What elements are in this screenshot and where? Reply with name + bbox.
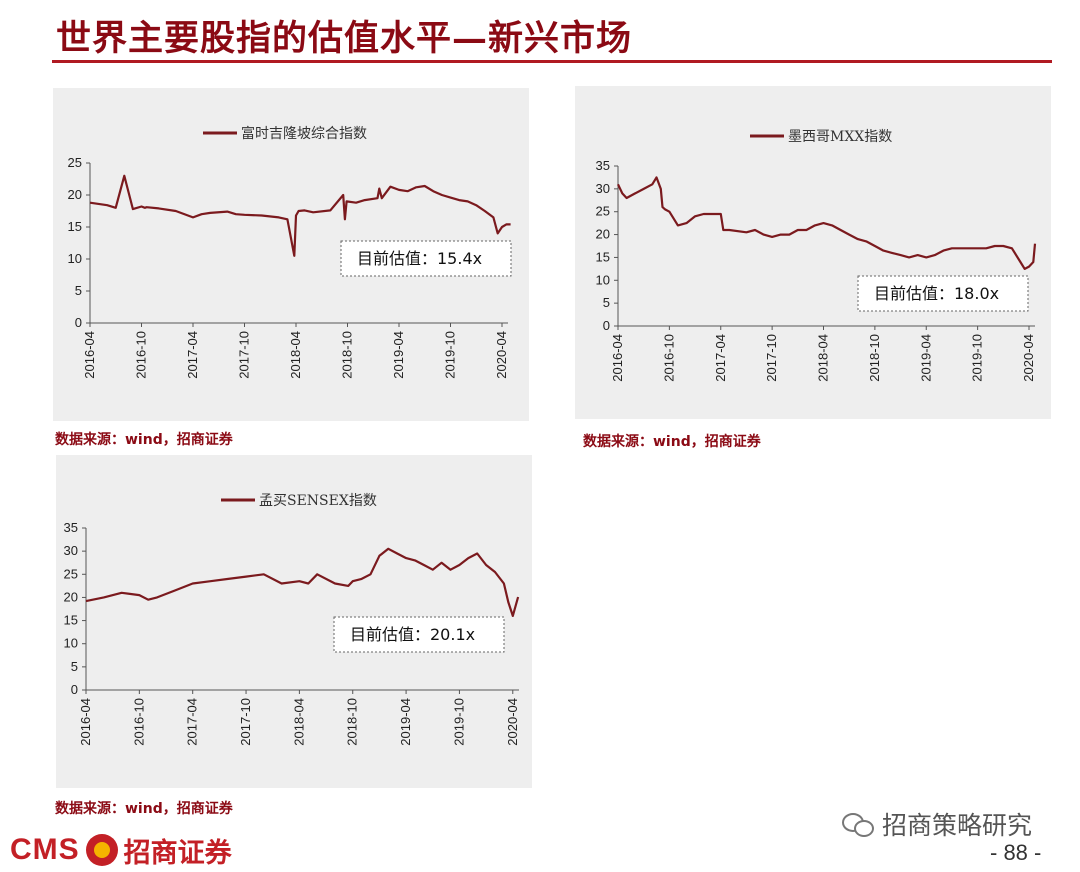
y-tick-label: 10 xyxy=(64,636,78,651)
y-tick-label: 0 xyxy=(75,315,82,330)
legend-label: 孟买SENSEX指数 xyxy=(259,493,377,509)
logo-text-cn: 招商证券 xyxy=(123,837,232,869)
chart-panel-klci: 富时吉隆坡综合指数 0 5 10 15 20 25 2016-04 2016-10 2017-04… xyxy=(53,88,529,421)
annotation-text: 目前估值：18.0x xyxy=(874,284,999,303)
series-line xyxy=(85,547,520,617)
chart-panel-mxx: 墨西哥MXX指数 0 5 10 15 20 25 30 35 2016-04 2016-10 2017… xyxy=(575,86,1051,419)
x-tick-label: 2016-04 xyxy=(78,698,93,746)
x-tick-label: 2017-10 xyxy=(238,698,253,746)
x-tick-label: 2020-04 xyxy=(494,331,509,379)
x-tick-label: 2018-04 xyxy=(288,331,303,379)
x-tick-label: 2018-04 xyxy=(816,334,831,382)
x-tick-label: 2019-04 xyxy=(398,698,413,746)
y-tick-label: 25 xyxy=(64,566,78,581)
y-tick-label: 20 xyxy=(68,187,82,202)
valuation-annotation: 目前估值：20.1x xyxy=(333,616,505,653)
y-tick-label: 0 xyxy=(71,682,78,697)
y-tick-label: 15 xyxy=(64,613,78,628)
source-note-mxx: 数据来源：wind，招商证券 xyxy=(583,434,761,450)
cms-logo: CMS 招商证券 xyxy=(10,832,232,869)
x-tick-label: 2018-04 xyxy=(291,698,306,746)
source-note-klci: 数据来源：wind，招商证券 xyxy=(55,432,233,448)
page-number: - 88 - xyxy=(990,840,1042,865)
x-tick-label: 2019-04 xyxy=(918,334,933,382)
y-tick-label: 15 xyxy=(68,219,82,234)
y-tick-label: 30 xyxy=(596,181,610,196)
y-tick-label: 10 xyxy=(68,251,82,266)
x-tick-label: 2016-10 xyxy=(661,334,676,382)
annotation-text: 目前估值：15.4x xyxy=(357,249,482,268)
x-tick-label: 2017-04 xyxy=(713,334,728,382)
x-tick-label: 2016-04 xyxy=(610,334,625,382)
valuation-annotation: 目前估值：15.4x xyxy=(340,240,512,277)
y-tick-label: 15 xyxy=(596,249,610,264)
wechat-watermark: 招商策略研究 xyxy=(842,806,1032,842)
x-tick-label: 2018-10 xyxy=(339,331,354,379)
x-tick-label: 2017-10 xyxy=(764,334,779,382)
page-title: 世界主要股指的估值水平—新兴市场 xyxy=(56,18,633,59)
wechat-icon xyxy=(842,811,876,837)
x-tick-label: 2017-04 xyxy=(185,698,200,746)
wechat-account-name: 招商策略研究 xyxy=(882,811,1033,840)
series-line xyxy=(89,174,511,257)
y-tick-label: 20 xyxy=(596,227,610,242)
logo-emblem-icon xyxy=(85,834,118,866)
y-tick-label: 5 xyxy=(71,659,78,674)
chart-mxx: 墨西哥MXX指数 0 5 10 15 20 25 30 35 2016-04 2016-10 2017… xyxy=(596,129,1037,382)
x-tick-label: 2018-10 xyxy=(345,698,360,746)
y-tick-label: 25 xyxy=(596,204,610,219)
y-tick-label: 5 xyxy=(603,295,610,310)
x-tick-label: 2017-10 xyxy=(236,331,251,379)
legend: 富时吉隆坡综合指数 xyxy=(203,125,367,142)
logo-text-latin: CMS xyxy=(10,833,80,866)
x-tick-label: 2019-10 xyxy=(442,331,457,379)
legend: 孟买SENSEX指数 xyxy=(221,493,377,509)
y-tick-label: 35 xyxy=(596,158,610,173)
legend-label: 墨西哥MXX指数 xyxy=(788,129,892,145)
x-tick-label: 2020-04 xyxy=(1021,334,1036,382)
chart-panel-sensex: 孟买SENSEX指数 0 5 10 15 20 25 30 35 2016-04 2016-10 20… xyxy=(56,455,532,788)
series-line xyxy=(617,176,1037,270)
x-tick-label: 2020-04 xyxy=(505,698,520,746)
y-tick-label: 10 xyxy=(596,272,610,287)
chart-klci: 富时吉隆坡综合指数 0 5 10 15 20 25 2016-04 2016-10 2017-04… xyxy=(68,125,512,379)
x-tick-label: 2016-04 xyxy=(82,331,97,379)
y-tick-label: 0 xyxy=(603,318,610,333)
x-tick-label: 2019-04 xyxy=(391,331,406,379)
source-note-sensex: 数据来源：wind，招商证券 xyxy=(55,801,233,817)
y-tick-label: 5 xyxy=(75,283,82,298)
x-tick-label: 2017-04 xyxy=(185,331,200,379)
title-divider xyxy=(52,60,1052,63)
x-tick-label: 2016-10 xyxy=(133,331,148,379)
x-tick-label: 2018-10 xyxy=(867,334,882,382)
x-tick-label: 2016-10 xyxy=(131,698,146,746)
y-tick-label: 30 xyxy=(64,543,78,558)
annotation-text: 目前估值：20.1x xyxy=(350,625,475,644)
legend: 墨西哥MXX指数 xyxy=(750,129,892,145)
x-tick-label: 2019-10 xyxy=(970,334,985,382)
annotation-box xyxy=(857,275,1029,312)
valuation-annotation: 目前估值：18.0x xyxy=(857,275,1029,312)
y-tick-label: 20 xyxy=(64,589,78,604)
x-tick-label: 2019-10 xyxy=(451,698,466,746)
chart-sensex: 孟买SENSEX指数 0 5 10 15 20 25 30 35 2016-04 2016-10 20… xyxy=(64,493,520,746)
annotation-box xyxy=(333,616,505,653)
y-tick-label: 35 xyxy=(64,520,78,535)
legend-label: 富时吉隆坡综合指数 xyxy=(241,125,367,142)
y-tick-label: 25 xyxy=(68,155,82,170)
annotation-box xyxy=(340,240,512,277)
